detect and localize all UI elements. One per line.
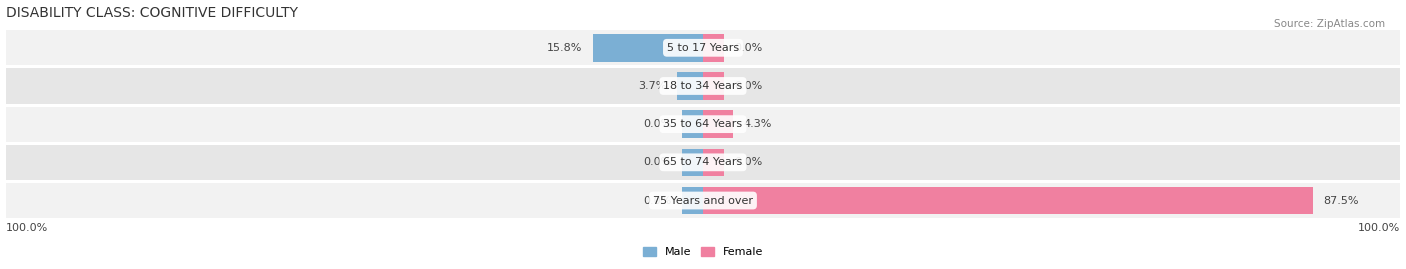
Bar	[6, 107, 1400, 142]
Bar	[682, 187, 703, 214]
Text: 0.0%: 0.0%	[734, 43, 762, 53]
Text: 0.0%: 0.0%	[644, 196, 672, 206]
Text: 100.0%: 100.0%	[1358, 224, 1400, 233]
Bar	[678, 72, 703, 100]
Text: 3.7%: 3.7%	[638, 81, 666, 91]
Bar	[6, 183, 1400, 218]
Text: 15.8%: 15.8%	[547, 43, 582, 53]
Text: 4.3%: 4.3%	[744, 119, 772, 129]
Bar	[6, 145, 1400, 180]
Text: 18 to 34 Years: 18 to 34 Years	[664, 81, 742, 91]
Bar	[703, 148, 724, 176]
Bar	[682, 148, 703, 176]
Text: 0.0%: 0.0%	[734, 81, 762, 91]
Text: 0.0%: 0.0%	[644, 157, 672, 167]
Text: 75 Years and over: 75 Years and over	[652, 196, 754, 206]
Text: 100.0%: 100.0%	[6, 224, 48, 233]
Text: 0.0%: 0.0%	[644, 119, 672, 129]
Bar	[682, 110, 703, 138]
Bar	[703, 110, 733, 138]
Text: 5 to 17 Years: 5 to 17 Years	[666, 43, 740, 53]
Bar	[593, 34, 703, 62]
Text: 87.5%: 87.5%	[1323, 196, 1360, 206]
Text: DISABILITY CLASS: COGNITIVE DIFFICULTY: DISABILITY CLASS: COGNITIVE DIFFICULTY	[6, 6, 298, 20]
Text: 0.0%: 0.0%	[734, 157, 762, 167]
Text: 35 to 64 Years: 35 to 64 Years	[664, 119, 742, 129]
Bar	[703, 187, 1313, 214]
Text: 65 to 74 Years: 65 to 74 Years	[664, 157, 742, 167]
Text: Source: ZipAtlas.com: Source: ZipAtlas.com	[1274, 19, 1385, 29]
Bar	[703, 34, 724, 62]
Bar	[6, 30, 1400, 65]
Bar	[6, 68, 1400, 104]
Legend: Male, Female: Male, Female	[638, 242, 768, 261]
Bar	[703, 72, 724, 100]
